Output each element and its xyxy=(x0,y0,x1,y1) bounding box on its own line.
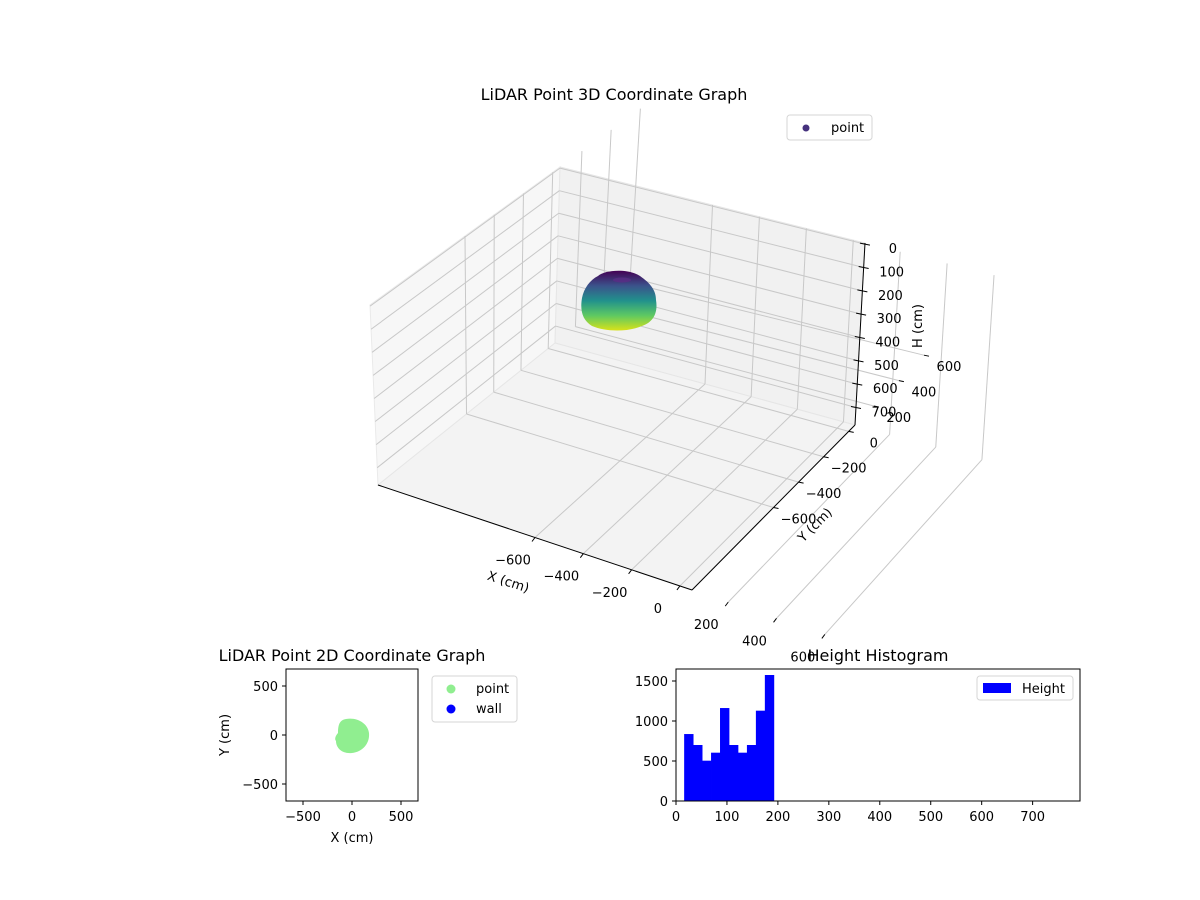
svg-text:700: 700 xyxy=(872,406,897,421)
plot-3d: LiDAR Point 3D Coordinate Graph −600 −600… xyxy=(369,85,995,665)
svg-text:1000: 1000 xyxy=(635,715,668,730)
svg-text:1500: 1500 xyxy=(635,675,668,690)
histogram-bar xyxy=(755,710,766,801)
svg-text:−400: −400 xyxy=(543,570,579,585)
svg-text:300: 300 xyxy=(816,810,841,825)
legend-point-marker-2d xyxy=(446,684,456,694)
legend-3d: point xyxy=(786,114,873,141)
svg-text:300: 300 xyxy=(877,312,902,327)
svg-text:−400: −400 xyxy=(806,487,842,502)
svg-text:500: 500 xyxy=(389,810,414,825)
svg-text:500: 500 xyxy=(253,680,278,695)
plot-histogram: Height Histogram 0 100 200 300 400 500 600 7000… xyxy=(635,646,1081,825)
plot-3d-title: LiDAR Point 3D Coordinate Graph xyxy=(481,85,748,104)
histogram-bar xyxy=(702,760,712,801)
plot-2d-title: LiDAR Point 2D Coordinate Graph xyxy=(219,646,486,665)
svg-text:400: 400 xyxy=(875,336,900,351)
svg-text:100: 100 xyxy=(879,266,904,281)
x-axis-label-3d: X (cm) xyxy=(485,569,531,597)
svg-text:0: 0 xyxy=(672,810,680,825)
svg-text:600: 600 xyxy=(873,382,898,397)
histogram-bar xyxy=(746,745,757,801)
svg-text:500: 500 xyxy=(918,810,943,825)
svg-text:600: 600 xyxy=(790,650,815,665)
svg-text:200: 200 xyxy=(886,411,911,426)
plot-2d: LiDAR Point 2D Coordinate Graph −500 0 500… xyxy=(218,646,518,846)
z-axis-line xyxy=(854,242,866,426)
ticks-2d: −500 0 500 500 0 −500 xyxy=(242,680,413,825)
svg-text:600: 600 xyxy=(969,810,994,825)
svg-text:200: 200 xyxy=(878,289,903,304)
z-axis-label-3d: H (cm) xyxy=(911,304,926,348)
svg-text:100: 100 xyxy=(715,810,740,825)
svg-text:−500: −500 xyxy=(242,778,278,793)
y-axis-label-2d: Y (cm) xyxy=(218,714,233,757)
svg-text:600: 600 xyxy=(937,360,962,375)
legend-height-swatch xyxy=(983,683,1011,693)
svg-text:0: 0 xyxy=(270,729,278,744)
svg-text:0: 0 xyxy=(889,242,897,257)
svg-text:200: 200 xyxy=(694,618,719,633)
point-cloud-2d xyxy=(335,718,370,754)
legend-histogram: Height xyxy=(976,675,1074,701)
ticks-3d: −600−600−400−400−200−2000020020040040060… xyxy=(495,242,961,665)
svg-text:−200: −200 xyxy=(592,586,628,601)
legend-height-label: Height xyxy=(1022,682,1065,697)
legend-wall-label: wall xyxy=(476,702,502,717)
x-axis-label-2d: X (cm) xyxy=(331,831,374,846)
svg-text:−200: −200 xyxy=(831,462,867,477)
ticks-histogram: 0 100 200 300 400 500 600 700 0 500 1000 1500 xyxy=(635,675,1045,825)
legend-point-label: point xyxy=(831,121,864,136)
svg-text:0: 0 xyxy=(348,810,356,825)
svg-text:500: 500 xyxy=(874,359,899,374)
histogram-bar xyxy=(728,745,739,801)
svg-text:−600: −600 xyxy=(781,513,817,528)
legend-point-marker xyxy=(802,124,810,132)
legend-point-label-2d: point xyxy=(476,682,509,697)
grid-3d xyxy=(369,108,995,635)
svg-text:400: 400 xyxy=(742,634,767,649)
svg-text:400: 400 xyxy=(911,386,936,401)
histogram-bar xyxy=(693,745,703,801)
histogram-title: Height Histogram xyxy=(808,646,949,665)
point-cloud-top-hole xyxy=(613,277,631,283)
svg-text:0: 0 xyxy=(870,436,878,451)
histogram-bar xyxy=(684,734,694,801)
svg-text:0: 0 xyxy=(660,795,668,810)
svg-text:400: 400 xyxy=(867,810,892,825)
legend-2d: point wall xyxy=(431,675,518,723)
histogram-bar xyxy=(764,675,775,801)
svg-text:500: 500 xyxy=(643,755,668,770)
svg-text:0: 0 xyxy=(654,602,662,617)
point-cloud-3d xyxy=(581,270,657,331)
svg-text:700: 700 xyxy=(1020,810,1045,825)
legend-wall-marker xyxy=(446,704,456,714)
histogram-bar xyxy=(737,752,748,801)
svg-text:−600: −600 xyxy=(495,554,531,569)
svg-text:−500: −500 xyxy=(285,810,321,825)
histogram-bar xyxy=(720,708,730,801)
histogram-bar xyxy=(711,752,721,801)
svg-text:200: 200 xyxy=(765,810,790,825)
histogram-bars xyxy=(684,675,775,801)
